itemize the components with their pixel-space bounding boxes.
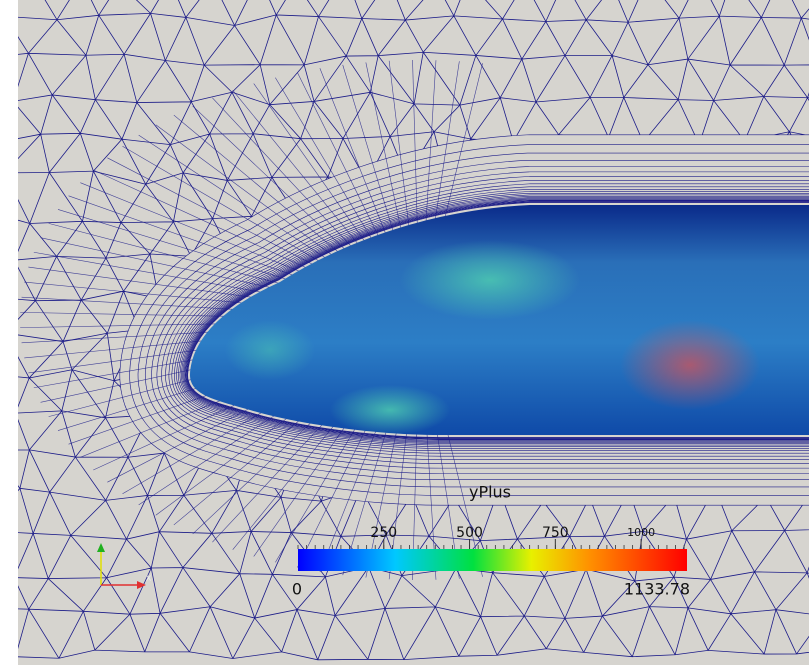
highlight [620,320,760,410]
colorbar-max-label: 1133.78 [624,580,690,599]
render-view: yPlus 250 500 750 1000 0 1133.78 x [0,0,809,669]
tick-label: 250 [370,525,397,541]
colorbar-min-label: 0 [292,580,302,599]
highlight [400,240,580,320]
tick-label: 1000 [627,526,655,539]
page: yPlus 2505007501000 0 1133.78 x (() => {… [0,0,809,669]
colorbar [298,549,687,571]
tick-label: 750 [542,525,569,541]
colorbar-title: yPlus [469,483,511,502]
tick-label: 500 [456,525,483,541]
highlight [330,385,450,435]
axis-x-label: x [146,574,152,584]
highlight [225,320,315,380]
